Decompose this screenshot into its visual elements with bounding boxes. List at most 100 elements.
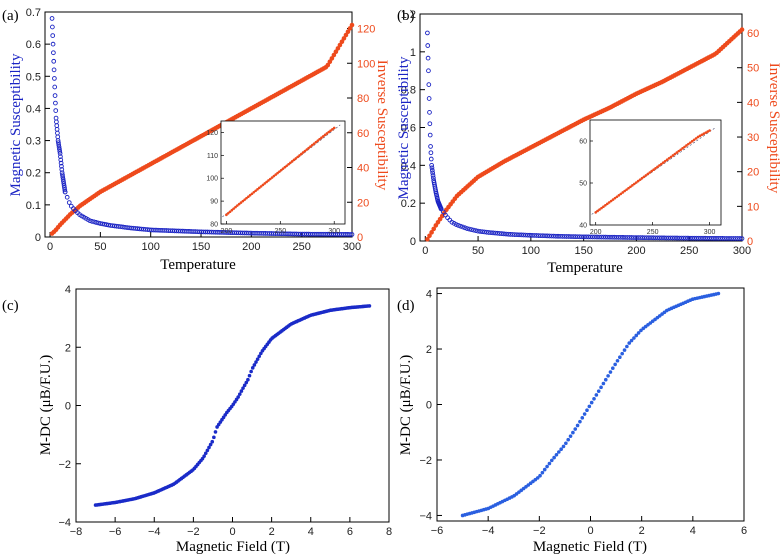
inset-data-point (332, 126, 336, 130)
inset-x-tick-label: 250 (647, 229, 659, 236)
magnetization-point (207, 445, 211, 450)
susceptibility-point (347, 232, 353, 237)
susceptibility-point (460, 224, 466, 230)
magnetization-point (625, 344, 629, 349)
susceptibility-point (529, 233, 535, 238)
susceptibility-point (592, 234, 598, 240)
susceptibility-point (531, 233, 537, 238)
susceptibility-point (579, 234, 585, 240)
y-right-tick-label: 60 (747, 28, 759, 40)
y-tick-label: 2 (426, 344, 432, 356)
inset-data-point (611, 198, 615, 201)
inset-data-point (644, 174, 648, 177)
magnetization-point (249, 369, 253, 374)
inset-frame-a (220, 120, 346, 225)
inset-data-point (316, 139, 320, 142)
inset-data-point (673, 152, 677, 156)
data-marks-b (425, 27, 745, 242)
susceptibility-point (720, 236, 725, 241)
inset-x-tick-label: 200 (590, 229, 602, 236)
susceptibility-point (655, 235, 660, 241)
susceptibility-point (629, 235, 634, 240)
inset-marks-b (591, 127, 716, 215)
y-tick-label: −4 (58, 517, 71, 529)
inset-data-point (225, 213, 228, 217)
magnetization-point (603, 377, 608, 382)
inset-data-point (689, 141, 692, 144)
inset-data-point (301, 151, 305, 154)
susceptibility-point (514, 232, 520, 238)
susceptibility-point (95, 220, 101, 226)
susceptibility-point (54, 126, 60, 132)
inset-data-point (617, 194, 621, 197)
magnetization-point (246, 377, 250, 382)
inset-data-point (268, 177, 272, 181)
inset-data-point (609, 199, 613, 203)
susceptibility-point (52, 76, 57, 81)
susceptibility-point (715, 236, 721, 241)
susceptibility-point (575, 234, 580, 240)
susceptibility-point (627, 235, 632, 240)
magnetization-point (259, 351, 263, 356)
susceptibility-point (603, 234, 608, 240)
magnetization-point (244, 380, 249, 385)
susceptibility-point (618, 235, 624, 240)
susceptibility-point (581, 234, 587, 240)
inset-data-point (318, 137, 321, 141)
inset-data-point (696, 135, 700, 139)
susceptibility-point (566, 234, 572, 239)
y-left-axis-title-a: Magnetic Susceptibility (8, 53, 24, 196)
susceptibility-point (583, 234, 589, 240)
susceptibility-point (56, 140, 61, 146)
susceptibility-point (430, 170, 436, 176)
inset-data-point (296, 155, 299, 159)
x-tick-label: −6 (109, 526, 122, 538)
x-tick-label: 0 (229, 526, 235, 538)
inset-data-point (325, 132, 329, 135)
susceptibility-point (62, 189, 68, 195)
susceptibility-point (700, 235, 706, 241)
susceptibility-point (61, 178, 66, 184)
susceptibility-point (726, 236, 732, 241)
susceptibility-point (54, 123, 60, 128)
magnetization-point (564, 441, 568, 446)
inset-data-point (631, 184, 634, 187)
x-tick-label: −8 (70, 526, 83, 538)
x-tick-label: 8 (386, 526, 392, 538)
susceptibility-point (692, 235, 697, 241)
susceptibility-point (594, 234, 600, 240)
susceptibility-point (50, 33, 56, 38)
inset-data-point (259, 185, 263, 188)
x-tick-label: −4 (148, 526, 161, 538)
susceptibility-point (601, 234, 606, 240)
y-left-tick-label: 0.2 (26, 168, 41, 180)
inset-data-point (314, 140, 318, 144)
inset-data-point (241, 199, 245, 203)
susceptibility-point (431, 175, 436, 181)
susceptibility-point (724, 236, 730, 241)
y-right-tick-label: 20 (747, 167, 759, 179)
inset-x-tick-label: 300 (328, 228, 340, 235)
y-right-tick-label: 100 (357, 58, 375, 70)
magnetization-point (538, 473, 542, 478)
susceptibility-point (53, 108, 59, 113)
x-tick-label: 2 (269, 526, 275, 538)
y-right-tick-label: 50 (747, 63, 759, 75)
y-right-axis-title-a: Inverse Susceptibility (374, 60, 390, 191)
susceptibility-point (534, 233, 539, 238)
inset-data-point (600, 206, 603, 210)
inset-data-point (683, 145, 686, 149)
susceptibility-point (624, 235, 630, 240)
inset-data-point (234, 205, 237, 209)
susceptibility-point (644, 235, 650, 241)
x-tick-label: 300 (343, 241, 361, 253)
x-tick-label: 6 (347, 526, 353, 538)
inset-data-point (294, 157, 298, 160)
susceptibility-point (585, 234, 591, 240)
inset-data-point (615, 195, 619, 199)
susceptibility-point (64, 194, 70, 200)
magnetization-point (634, 333, 639, 338)
inset-data-point (267, 179, 270, 182)
inset-data-point (310, 143, 314, 147)
magnetization-point (202, 454, 206, 458)
